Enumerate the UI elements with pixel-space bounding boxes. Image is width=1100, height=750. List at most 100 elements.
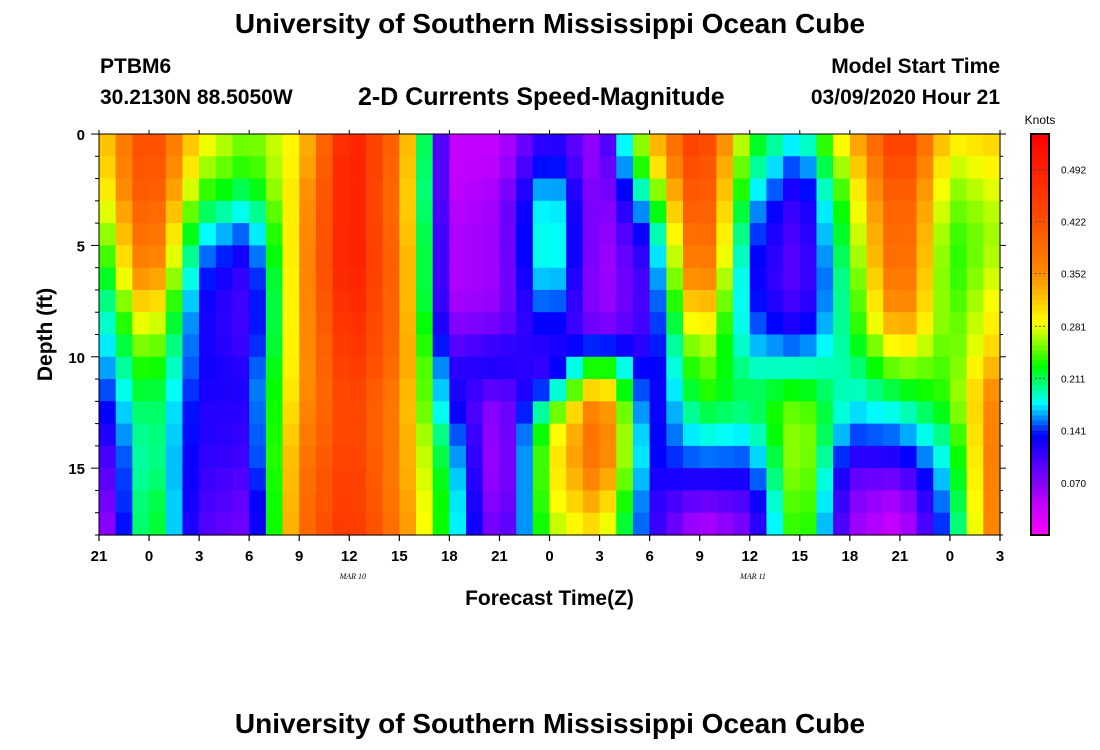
heatmap-cell [632, 223, 651, 246]
heatmap-cell [983, 445, 1001, 469]
heatmap-cell [299, 445, 317, 469]
heatmap-cell [532, 245, 551, 269]
heatmap-cell [883, 379, 901, 402]
heatmap-cell [983, 379, 1001, 402]
heatmap-cell [816, 134, 834, 157]
heatmap-cell [566, 289, 584, 313]
heatmap-cell [215, 468, 234, 492]
heatmap-cell [566, 356, 584, 380]
heatmap-cell [149, 490, 167, 514]
heatmap-cell [265, 490, 284, 514]
heatmap-cell [365, 289, 384, 313]
heatmap-cell [916, 223, 934, 246]
colorbar-segment [1031, 234, 1049, 240]
colorbar-segment [1031, 189, 1049, 195]
heatmap-cell [949, 490, 968, 514]
heatmap-cell [699, 289, 717, 313]
heatmap-cell [899, 490, 918, 514]
heatmap-cell [332, 423, 350, 447]
heatmap-cell [849, 289, 868, 313]
heatmap-cell [799, 245, 818, 269]
y-axis-label: Depth (ft) [34, 288, 57, 381]
heatmap-cell [315, 289, 334, 313]
heatmap-cell [599, 445, 617, 469]
heatmap-cell [733, 200, 751, 224]
heatmap-cell [182, 423, 200, 447]
heatmap-cell [699, 512, 717, 536]
heatmap-cell [649, 245, 667, 269]
colorbar-tick-label: 0.352 [1061, 270, 1086, 281]
heatmap-cell [816, 379, 834, 402]
heatmap-cell [699, 267, 717, 291]
heatmap-cell [983, 423, 1001, 447]
heatmap-cell [315, 445, 334, 469]
heatmap-cell [416, 178, 434, 202]
heatmap-cell [265, 156, 284, 180]
heatmap-cell [916, 289, 934, 313]
heatmap-cell [132, 445, 150, 469]
heatmap-cell [532, 490, 551, 514]
heatmap-cell [566, 223, 584, 246]
heatmap-cell [482, 379, 501, 402]
heatmap-cell [149, 200, 167, 224]
heatmap-cell [699, 356, 717, 380]
heatmap-cell [566, 423, 584, 447]
heatmap-cell [632, 512, 651, 536]
heatmap-cell [783, 178, 801, 202]
heatmap-cell [799, 289, 818, 313]
heatmap-cell [399, 200, 417, 224]
heatmap-cell [899, 401, 918, 425]
heatmap-cell [916, 468, 934, 492]
heatmap-cell [432, 356, 450, 380]
heatmap-cell [332, 356, 350, 380]
heatmap-cell [382, 200, 400, 224]
heatmap-cell [499, 379, 517, 402]
heatmap-cell [699, 156, 717, 180]
heatmap-cell [766, 490, 784, 514]
heatmap-cell [516, 312, 534, 336]
x-tick-label: 21 [491, 548, 508, 565]
heatmap-cell [132, 156, 150, 180]
heatmap-cell [866, 490, 884, 514]
heatmap-cell [365, 512, 384, 536]
heatmap-cell [649, 156, 667, 180]
heatmap-cell [182, 445, 200, 469]
heatmap-cell [682, 156, 701, 180]
heatmap-cell [983, 512, 1001, 536]
heatmap-cell [699, 490, 717, 514]
heatmap-cell [899, 468, 918, 492]
heatmap-cell [849, 245, 868, 269]
heatmap-cell [849, 312, 868, 336]
heatmap-cell [232, 156, 250, 180]
heatmap-cell [466, 156, 484, 180]
heatmap-cell [783, 445, 801, 469]
heatmap-cell [332, 200, 350, 224]
heatmap-cell [466, 312, 484, 336]
heatmap-cell [632, 423, 651, 447]
colorbar-segment [1031, 369, 1049, 376]
heatmap-cell [99, 245, 117, 269]
heatmap-cell [215, 156, 234, 180]
heatmap-cell [866, 245, 884, 269]
heatmap-cell [849, 200, 868, 224]
heatmap-cell [966, 423, 984, 447]
heatmap-cell [265, 379, 284, 402]
heatmap-cell [566, 134, 584, 157]
heatmap-cell [516, 445, 534, 469]
heatmap-cell [282, 289, 300, 313]
heatmap-cell [299, 312, 317, 336]
heatmap-cell [666, 289, 684, 313]
page-title: University of Southern Mississippi Ocean… [234, 8, 866, 39]
heatmap-cell [149, 356, 167, 380]
heatmap-cell [916, 245, 934, 269]
heatmap-cell [115, 423, 133, 447]
heatmap-cell [165, 445, 184, 469]
heatmap-cell [99, 312, 117, 336]
heatmap-cell [265, 445, 284, 469]
heatmap-cell [549, 356, 567, 380]
heatmap-cell [766, 267, 784, 291]
heatmap-cell [315, 312, 334, 336]
heatmap-cell [933, 178, 951, 202]
heatmap-cell [582, 289, 601, 313]
heatmap-cell [632, 178, 651, 202]
